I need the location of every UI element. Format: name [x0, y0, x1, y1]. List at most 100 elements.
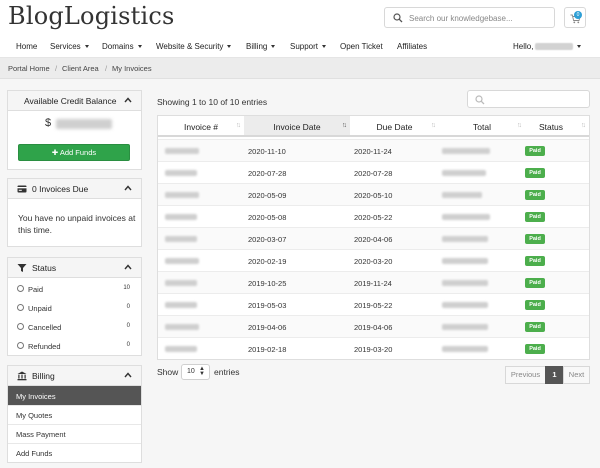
nav-home[interactable]: Home	[16, 42, 37, 51]
invoice-date-cell: 2019-10-25	[248, 279, 287, 288]
column-label: Due Date	[376, 122, 413, 132]
nav-domains[interactable]: Domains	[102, 42, 142, 51]
nav-support[interactable]: Support	[290, 42, 327, 51]
status-filter-cancelled[interactable]: Cancelled 0	[8, 318, 141, 337]
invoice-date-cell: 2020-05-08	[248, 213, 287, 222]
radio-icon[interactable]	[17, 304, 24, 311]
pagination-previous[interactable]: Previous	[505, 366, 546, 384]
status-badge: Paid	[525, 190, 545, 200]
status-badge: Paid	[525, 322, 545, 332]
invoice-date-cell: 2020-03-07	[248, 235, 287, 244]
redacted-invoice-number	[165, 236, 197, 242]
status-badge: Paid	[525, 146, 545, 156]
breadcrumb-client-area[interactable]: Client Area	[62, 64, 99, 73]
billing-menu-panel: Billing My Invoices My Quotes Mass Payme…	[7, 365, 142, 463]
status-badge: Paid	[525, 256, 545, 266]
billing-menu-my-quotes[interactable]: My Quotes	[8, 405, 141, 424]
table-row[interactable]: 2020-07-28 2020-07-28 Paid	[158, 161, 589, 183]
redacted-total	[442, 346, 488, 352]
table-row[interactable]: 2020-05-08 2020-05-22 Paid	[158, 205, 589, 227]
status-filter-paid[interactable]: Paid 10	[8, 280, 141, 299]
column-header-invoice-number[interactable]: Invoice # ↑↓	[158, 116, 244, 137]
invoices-due-header[interactable]: 0 Invoices Due	[8, 179, 141, 199]
redacted-total	[442, 236, 488, 242]
add-funds-button[interactable]: ✚ Add Funds	[18, 144, 130, 161]
due-date-cell: 2020-05-22	[354, 213, 393, 222]
chevron-up-icon	[124, 97, 132, 103]
status-filter-header[interactable]: Status	[8, 258, 141, 278]
table-row[interactable]: 2020-11-10 2020-11-24 Paid	[158, 139, 589, 161]
search-icon	[393, 13, 403, 23]
due-date-cell: 2020-11-24	[354, 147, 392, 156]
pagination-next[interactable]: Next	[563, 366, 590, 384]
table-row[interactable]: 2019-10-25 2019-11-24 Paid	[158, 271, 589, 293]
column-header-due-date[interactable]: Due Date ↑↓	[350, 116, 439, 137]
menu-label: My Quotes	[16, 411, 53, 420]
table-row[interactable]: 2020-05-09 2020-05-10 Paid	[158, 183, 589, 205]
knowledgebase-search[interactable]	[384, 7, 555, 28]
breadcrumb-separator: /	[105, 64, 108, 73]
menu-label: My Invoices	[16, 392, 56, 401]
caret-down-icon	[137, 45, 142, 48]
invoice-date-cell: 2020-05-09	[248, 191, 287, 200]
due-date-cell: 2020-03-20	[354, 257, 393, 266]
radio-icon[interactable]	[17, 323, 24, 330]
table-row[interactable]: 2020-02-19 2020-03-20 Paid	[158, 249, 589, 271]
panel-title: Status	[32, 263, 57, 273]
column-label: Total	[473, 122, 491, 132]
redacted-username	[535, 43, 574, 50]
nav-open-ticket[interactable]: Open Ticket	[340, 42, 383, 51]
nav-billing[interactable]: Billing	[246, 42, 276, 51]
table-row[interactable]: 2019-02-18 2019-03-20 Paid	[158, 337, 589, 359]
pagination-page-1[interactable]: 1	[545, 366, 564, 384]
nav-account-menu[interactable]: Hello,	[513, 42, 582, 51]
nav-services[interactable]: Services	[50, 42, 89, 51]
cart-button[interactable]: 0	[564, 7, 586, 28]
billing-menu-my-invoices[interactable]: My Invoices	[8, 386, 141, 405]
panel-title: Billing	[32, 371, 55, 381]
status-filter-unpaid[interactable]: Unpaid 0	[8, 299, 141, 318]
radio-icon[interactable]	[17, 285, 24, 292]
sort-icon: ↑↓	[431, 122, 436, 129]
breadcrumb: Portal Home / Client Area / My Invoices	[0, 58, 600, 79]
status-count: 10	[123, 285, 130, 291]
breadcrumb-portal-home[interactable]: Portal Home	[8, 64, 50, 73]
status-badge: Paid	[525, 168, 545, 178]
invoice-date-cell: 2019-05-03	[248, 301, 287, 310]
status-filter-refunded[interactable]: Refunded 0	[8, 337, 141, 356]
plus-icon: ✚	[51, 148, 60, 157]
invoice-date-cell: 2020-07-28	[248, 169, 287, 178]
table-row[interactable]: 2019-05-03 2019-05-22 Paid	[158, 293, 589, 315]
nav-label: Home	[16, 42, 38, 51]
redacted-total	[442, 258, 488, 264]
column-label: Status	[538, 122, 564, 132]
table-search-input[interactable]	[467, 90, 590, 108]
redacted-invoice-number	[165, 192, 199, 198]
column-header-invoice-date[interactable]: Invoice Date ↑↓	[244, 116, 350, 137]
caret-down-icon	[577, 45, 582, 48]
table-row[interactable]: 2020-03-07 2020-04-06 Paid	[158, 227, 589, 249]
column-header-total[interactable]: Total ↑↓	[439, 116, 525, 137]
site-logo[interactable]: BlogLogistics	[8, 2, 175, 30]
nav-label: Open Ticket	[340, 42, 383, 51]
credit-balance-header[interactable]: Available Credit Balance	[8, 91, 141, 111]
billing-menu-header[interactable]: Billing	[8, 366, 141, 386]
nav-website-security[interactable]: Website & Security	[156, 42, 232, 51]
table-row[interactable]: 2019-04-06 2019-04-06 Paid	[158, 315, 589, 337]
due-date-cell: 2019-03-20	[354, 345, 393, 354]
billing-menu-mass-payment[interactable]: Mass Payment	[8, 424, 141, 443]
filter-icon	[17, 264, 27, 272]
billing-menu-add-funds[interactable]: Add Funds	[8, 443, 141, 462]
nav-affiliates[interactable]: Affiliates	[397, 42, 427, 51]
due-date-cell: 2019-05-22	[354, 301, 393, 310]
redacted-total	[442, 148, 490, 154]
column-header-status[interactable]: Status ↑↓	[525, 116, 589, 137]
column-label: Invoice Date	[273, 122, 321, 132]
radio-icon[interactable]	[17, 342, 24, 349]
search-input[interactable]	[409, 11, 549, 25]
main-nav: Home Services Domains Website & Security…	[0, 38, 600, 58]
due-date-cell: 2020-07-28	[354, 169, 393, 178]
length-label-before: Show	[157, 367, 179, 377]
status-count: 0	[126, 323, 130, 329]
entries-per-page-select[interactable]: 10 ▲ ▼	[181, 364, 210, 380]
